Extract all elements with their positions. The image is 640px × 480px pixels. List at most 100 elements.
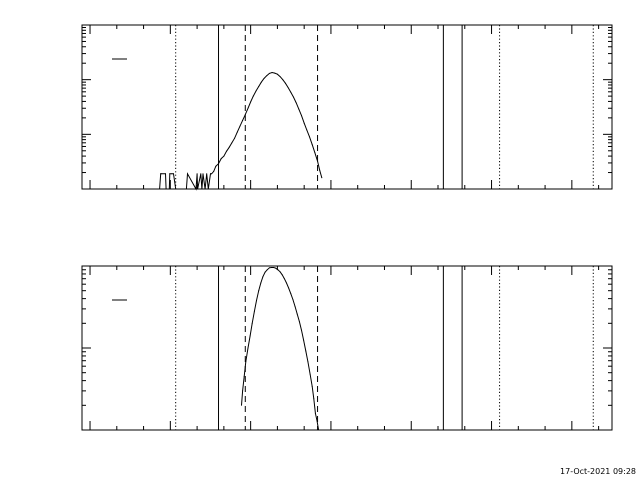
data-point (301, 115, 302, 117)
data-point (249, 335, 251, 337)
data-point (236, 131, 238, 133)
data-point (277, 269, 279, 271)
data-point (201, 188, 203, 190)
data-point (314, 412, 316, 414)
data-point (275, 267, 277, 269)
data-point (173, 173, 174, 175)
data-point (253, 310, 255, 312)
data-point (243, 375, 245, 377)
data-point (268, 72, 270, 74)
data-point (223, 155, 225, 157)
data-point (171, 173, 173, 175)
data-point (165, 173, 166, 175)
data-point (160, 173, 162, 175)
data-point (290, 293, 292, 295)
data-point (284, 82, 286, 84)
data-point (258, 86, 260, 87)
data-point (197, 188, 199, 190)
data-point (298, 321, 300, 323)
data-point (215, 165, 217, 167)
data-point (306, 129, 308, 131)
data-point (247, 107, 249, 109)
data-point (281, 274, 283, 276)
data-point (309, 136, 310, 138)
data-point (301, 329, 302, 331)
data-point (294, 306, 296, 308)
data-point (187, 173, 188, 175)
data-point (262, 276, 264, 278)
plot-frame (81, 24, 613, 190)
data-point (220, 158, 222, 160)
data-point (256, 300, 257, 301)
data-point (311, 144, 313, 146)
data-point (303, 339, 305, 341)
data-point (185, 188, 187, 190)
data-point (311, 385, 313, 387)
data-point (305, 350, 307, 352)
data-point (271, 267, 272, 268)
data-point (260, 282, 262, 284)
data-point (234, 137, 236, 139)
data-point (169, 173, 171, 175)
data-point (290, 91, 292, 93)
data-point (175, 188, 177, 190)
data-point (202, 173, 204, 175)
data-point (303, 122, 305, 124)
data-point (286, 282, 287, 284)
data-point (288, 287, 290, 289)
data-point (282, 79, 284, 81)
data-point (266, 269, 268, 271)
data-point (218, 163, 219, 165)
data-point (255, 90, 257, 92)
data-point (244, 114, 246, 116)
data-point (264, 271, 266, 273)
data-point (210, 173, 211, 175)
data-point (242, 390, 244, 392)
data-point (317, 160, 319, 162)
data-point (165, 188, 167, 190)
data-point (298, 108, 300, 110)
data-point (266, 75, 268, 77)
data-point (279, 76, 281, 78)
data-point (316, 420, 318, 422)
data-point (207, 188, 209, 190)
data-point (293, 96, 294, 98)
data-point (296, 313, 298, 315)
data-point (307, 361, 309, 363)
data-point (274, 72, 276, 74)
data-point (200, 173, 202, 175)
data-point (168, 188, 170, 190)
data-point (204, 188, 206, 190)
data-point (309, 373, 311, 375)
data-point (247, 347, 249, 349)
data-point (283, 278, 285, 280)
data-point (287, 87, 289, 88)
data-point (273, 267, 275, 268)
data-point (268, 267, 270, 269)
data-point (271, 72, 273, 73)
data-point (206, 173, 208, 175)
data-point (252, 95, 254, 97)
data-point (260, 81, 262, 83)
data-point (295, 102, 297, 104)
data-point (211, 173, 213, 175)
data-point (213, 170, 215, 172)
data-point (263, 78, 265, 79)
data-point (321, 177, 323, 179)
data-point (242, 119, 244, 121)
chart-panel-lo (81, 24, 613, 191)
data-point (196, 173, 198, 175)
data-point (279, 271, 281, 273)
data-point (195, 188, 197, 190)
data-point (258, 290, 260, 292)
data-point (314, 152, 316, 154)
data-point (239, 125, 241, 127)
plot-timestamp: 17-Oct-2021 09:28 (560, 467, 636, 476)
data-point (241, 404, 242, 406)
data-point (245, 361, 247, 363)
data-point (159, 188, 161, 190)
data-point (319, 169, 321, 171)
data-point (318, 429, 320, 431)
data-point (251, 322, 253, 324)
